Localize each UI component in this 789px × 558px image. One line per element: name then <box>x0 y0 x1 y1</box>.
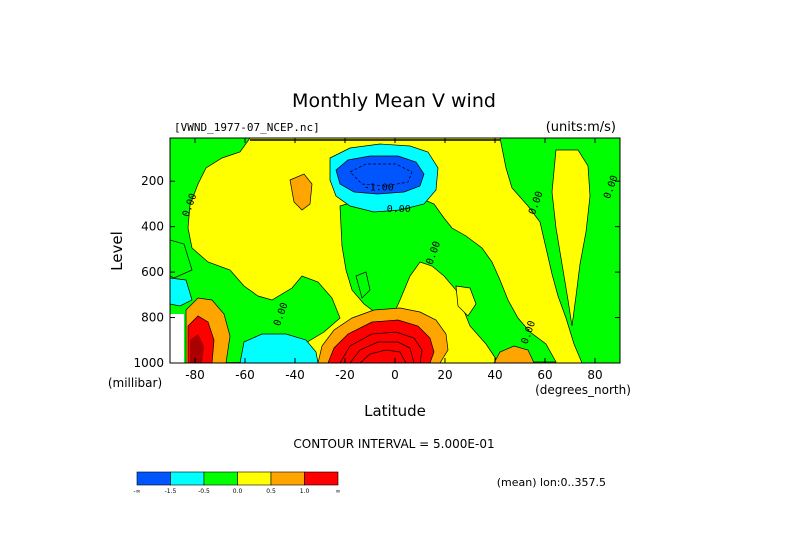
y-tick-label-3: 800 <box>141 311 164 325</box>
blue-core-jet <box>335 155 425 195</box>
contour-field: 0.00-1.000.000.000.000.000.000.00 <box>170 138 620 363</box>
x-axis: -80 -60 -40 -20 0 20 40 60 80 <box>185 138 603 382</box>
x-tick-label-8: 80 <box>587 368 602 382</box>
contour-label-2: 0.00 <box>387 204 411 215</box>
red-contour-ring-3 <box>359 349 407 363</box>
contour-interval-label: CONTOUR INTERVAL = 5.000E-01 <box>293 437 494 451</box>
darkred-core-antarctic <box>190 334 204 363</box>
y-axis: 200 400 600 800 1000 <box>133 174 620 370</box>
y-axis-units: (millibar) <box>108 376 162 390</box>
y-tick-label-1: 400 <box>141 220 164 234</box>
x-tick-label-3: -20 <box>335 368 355 382</box>
green-patch-small <box>355 271 371 299</box>
x-tick-label-7: 60 <box>537 368 552 382</box>
red-contour-ring-1 <box>339 331 423 363</box>
x-tick-label-4: 0 <box>391 368 399 382</box>
y-axis-label: Level <box>108 231 126 271</box>
units-label: (units:m/s) <box>546 120 616 135</box>
x-tick-label-5: 20 <box>437 368 452 382</box>
cyan-region-antarctic <box>170 277 193 307</box>
missing-data-antarctic <box>170 314 184 363</box>
legend-end-low: -∞ <box>133 488 140 495</box>
color-legend: -1.5 -0.5 0.0 0.5 1.0 -∞ ∞ <box>133 471 341 495</box>
x-tick-label-2: -40 <box>285 368 305 382</box>
contour-label-1: -1.00 <box>364 182 394 193</box>
cyan-region-south-surface <box>239 333 319 363</box>
legend-end-high: ∞ <box>336 488 341 495</box>
green-region-midlat-south-upper <box>170 239 193 279</box>
y-tick-label-0: 200 <box>141 174 164 188</box>
legend-swatch-3 <box>237 471 272 486</box>
x-tick-label-0: -80 <box>185 368 205 382</box>
legend-swatch-0 <box>136 471 171 486</box>
legend-label-0: -1.5 <box>165 488 177 495</box>
y-tick-label-4: 1000 <box>133 356 164 370</box>
x-axis-label: Latitude <box>364 402 426 420</box>
blue-core-inner-contour <box>349 163 413 187</box>
legend-label-3: 0.5 <box>266 488 276 495</box>
legend-swatch-5 <box>304 471 339 486</box>
x-axis-units: (degrees_north) <box>535 383 631 397</box>
legend-label-2: 0.0 <box>233 488 243 495</box>
x-tick-label-1: -60 <box>235 368 255 382</box>
legend-label-1: -0.5 <box>198 488 210 495</box>
orange-patch-north-surface <box>493 345 535 363</box>
x-tick-label-6: 40 <box>487 368 502 382</box>
legend-label-4: 1.0 <box>300 488 310 495</box>
mean-label: (mean) lon:0..357.5 <box>497 476 606 489</box>
red-region-tropical-surface <box>327 319 435 363</box>
legend-swatch-1 <box>170 471 205 486</box>
yellow-inlet-tropical <box>455 285 477 317</box>
red-contour-ring-2 <box>349 341 415 363</box>
orange-patch-upper-south <box>289 173 313 211</box>
yellow-inlet-north <box>551 149 591 327</box>
legend-swatch-4 <box>270 471 305 486</box>
dataset-label: [VWND_1977-07_NCEP.nc] <box>174 121 320 134</box>
y-tick-label-2: 600 <box>141 265 164 279</box>
chart-title: Monthly Mean V wind <box>292 90 496 112</box>
legend-swatch-2 <box>203 471 238 486</box>
